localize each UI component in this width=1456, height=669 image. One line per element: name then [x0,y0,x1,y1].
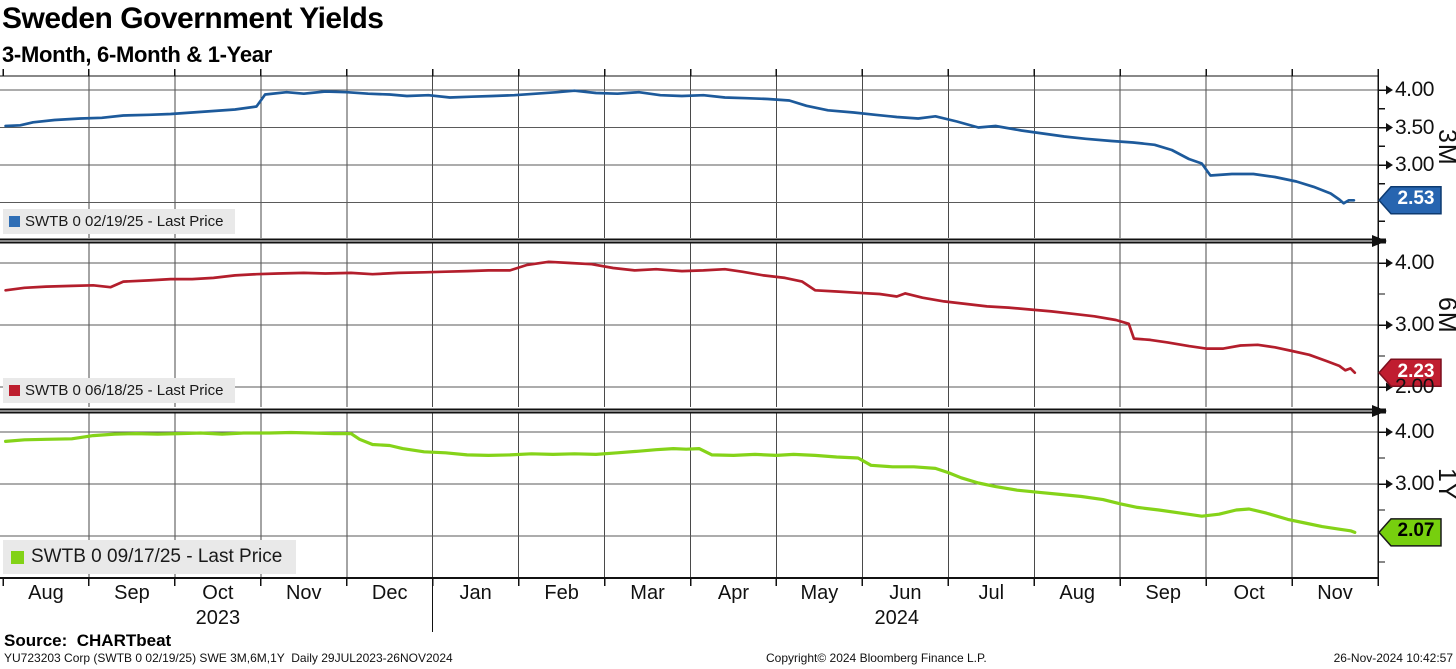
legend-6m[interactable]: SWTB 0 06/18/25 - Last Price [3,378,236,403]
terminal-footer-line: YU723203 Corp (SWTB 0 02/19/25) SWE 3M,6… [4,651,453,665]
legend-marker-1y [11,550,24,564]
page-subtitle: 3-Month, 6-Month & 1-Year [2,42,272,67]
legend-3m[interactable]: SWTB 0 02/19/25 - Last Price [3,209,236,234]
last-price-badge-1y: 2.07 [1397,520,1435,542]
timestamp-text: 26-Nov-2024 10:42:57 [1333,651,1453,665]
copyright-text: Copyright© 2024 Bloomberg Finance L.P. [766,651,987,665]
source-label: Source: CHARTbeat [4,631,172,650]
legend-label-6m: SWTB 0 06/18/25 - Last Price [25,382,224,399]
legend-marker-3m [9,216,20,227]
panel-axis-label-3m: 3M [1433,129,1456,166]
last-price-badge-3m: 2.53 [1397,188,1435,210]
panel-axis-label-1y: 1Y [1433,467,1456,501]
last-price-badge-6m: 2.23 [1397,360,1435,382]
legend-marker-6m [9,385,20,396]
page-title: Sweden Government Yields [2,2,384,35]
panel-axis-label-6m: 6M [1433,297,1456,334]
legend-label-3m: SWTB 0 02/19/25 - Last Price [25,213,224,230]
legend-1y[interactable]: SWTB 0 09/17/25 - Last Price [3,540,297,574]
legend-label-1y: SWTB 0 09/17/25 - Last Price [31,546,283,567]
